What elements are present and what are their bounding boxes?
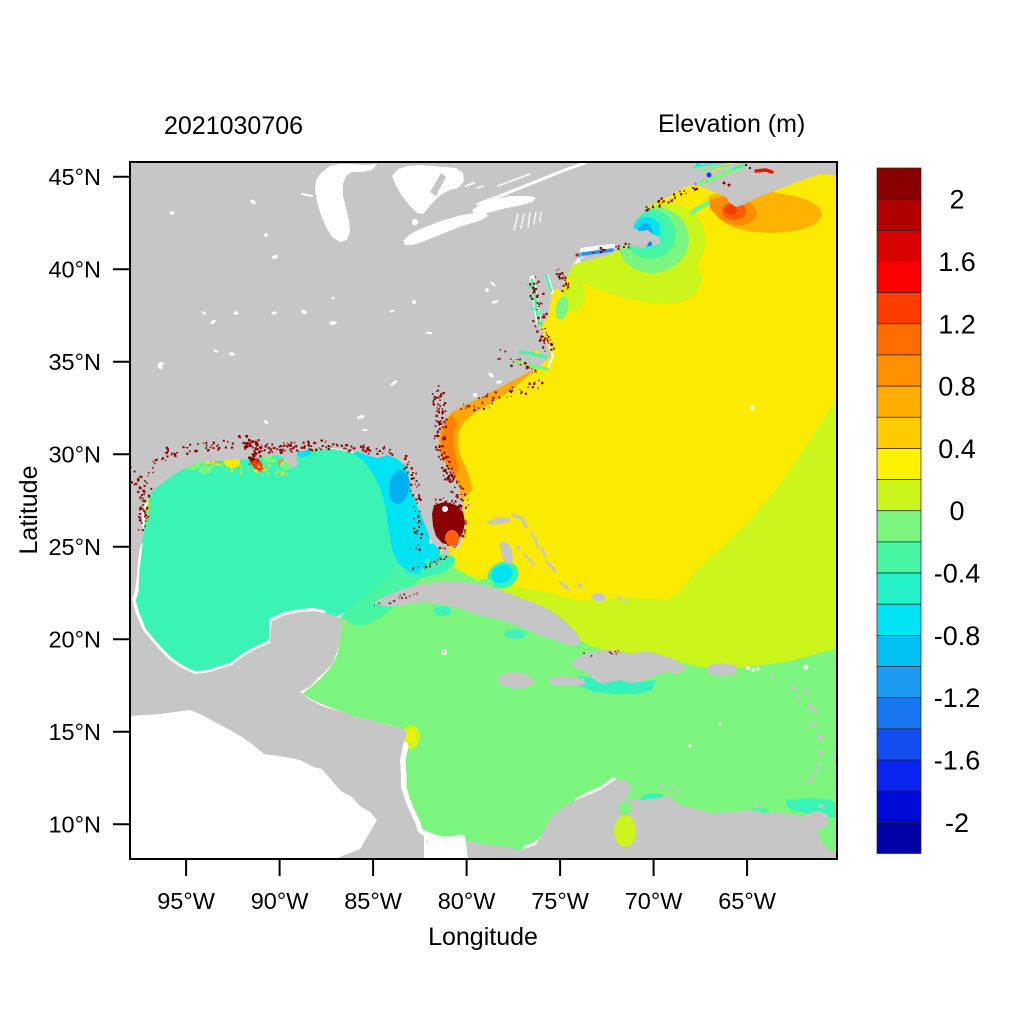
svg-text:75°W: 75°W: [531, 888, 590, 914]
svg-text:25°N: 25°N: [48, 534, 101, 560]
svg-text:10°N: 10°N: [48, 811, 101, 837]
svg-text:30°N: 30°N: [48, 441, 101, 467]
svg-text:0.4: 0.4: [938, 434, 976, 464]
svg-text:80°W: 80°W: [438, 888, 497, 914]
svg-text:65°W: 65°W: [718, 888, 777, 914]
svg-text:35°N: 35°N: [48, 349, 101, 375]
svg-text:45°N: 45°N: [48, 164, 101, 190]
svg-text:85°W: 85°W: [344, 888, 403, 914]
svg-text:-1.2: -1.2: [934, 683, 981, 713]
svg-text:0: 0: [949, 496, 964, 526]
svg-text:Longitude: Longitude: [428, 923, 538, 951]
svg-text:Elevation (m): Elevation (m): [658, 110, 805, 138]
svg-text:0.8: 0.8: [938, 372, 976, 402]
svg-text:40°N: 40°N: [48, 256, 101, 282]
svg-text:15°N: 15°N: [48, 719, 101, 745]
svg-text:1.2: 1.2: [938, 309, 976, 339]
svg-text:90°W: 90°W: [251, 888, 310, 914]
svg-text:-1.6: -1.6: [934, 746, 981, 776]
svg-text:2021030706: 2021030706: [164, 112, 303, 140]
svg-text:-0.4: -0.4: [934, 559, 981, 589]
svg-text:-2: -2: [945, 808, 969, 838]
svg-text:1.6: 1.6: [938, 247, 976, 277]
svg-text:2: 2: [949, 185, 964, 215]
svg-text:70°W: 70°W: [625, 888, 684, 914]
svg-text:Latitude: Latitude: [15, 466, 43, 555]
svg-text:-0.8: -0.8: [934, 621, 981, 651]
svg-text:95°W: 95°W: [157, 888, 216, 914]
svg-text:20°N: 20°N: [48, 626, 101, 652]
